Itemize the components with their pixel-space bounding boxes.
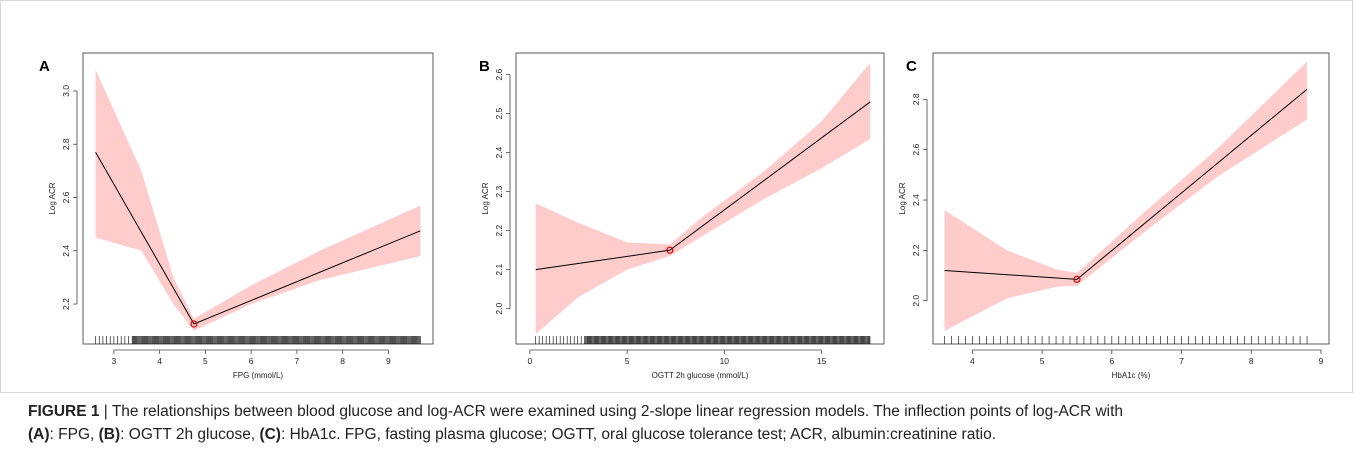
- panel-b-y-tick-label: 2.1: [494, 264, 504, 276]
- panel-c-y-tick-label: 2.6: [911, 143, 921, 155]
- panel-a-x-tick-label: 8: [340, 356, 345, 366]
- panel-c-confidence-band: [944, 61, 1308, 331]
- panel-b-x-axis-label: OGTT 2h glucose (mmol/L): [652, 371, 749, 380]
- panel-c-plot-frame: [932, 52, 1330, 345]
- panel-c-y-tick-label: 2.2: [911, 244, 921, 256]
- panel-c-y-tick-label: 2.4: [911, 194, 921, 206]
- panel-b-x-tick-label: 10: [720, 356, 730, 366]
- panel-c-chart: C 4 5 6 7 8 9 HbA1c (%) 2.0 2.2 2.4 2.6 2.8 Log ACR: [898, 52, 1330, 380]
- panel-a-letter: A: [39, 58, 50, 75]
- panel-a-y-tick-label: 2.6: [61, 191, 71, 203]
- panel-b-confidence-band: [535, 62, 871, 335]
- panel-a-chart: A 3 4 5 6 7 8 9 FPG (mmol/L) 2.2 2.4 2.6 2.8 3.0 Log A…: [39, 52, 434, 380]
- panel-c-letter: C: [906, 58, 917, 75]
- panel-c-x-tick-label: 7: [1179, 356, 1184, 366]
- panel-b-y-tick-label: 2.2: [494, 224, 504, 236]
- panel-b-letter: B: [479, 58, 490, 75]
- panel-c-x-tick-label: 9: [1319, 356, 1324, 366]
- panel-c-y-axis-label: Log ACR: [898, 182, 907, 214]
- panel-a-rug: [95, 336, 421, 344]
- panel-a-y-tick-label: 3.0: [61, 85, 71, 97]
- panel-b-y-tick-label: 2.4: [494, 146, 504, 158]
- panel-c-x-tick-label: 5: [1040, 356, 1045, 366]
- caption-text-b: : OGTT 2h glucose,: [120, 426, 260, 443]
- panel-b-y-tick-label: 2.5: [494, 107, 504, 119]
- panel-a-plot-frame: [82, 52, 434, 345]
- panel-b-y-axis-label: Log ACR: [481, 182, 490, 214]
- panel-a-y-tick-label: 2.2: [61, 298, 71, 310]
- panel-c-fit-line: [944, 88, 1308, 280]
- panel-c-x-tick-label: 8: [1249, 356, 1254, 366]
- panel-a-y-tick-label: 2.4: [61, 245, 71, 257]
- panel-b-rug: [535, 336, 871, 344]
- caption-text-a: : FPG,: [49, 426, 99, 443]
- panel-b-y-tick-label: 2.6: [494, 68, 504, 80]
- panel-b-inflection-point: [666, 246, 674, 254]
- panel-c-rug: [944, 336, 1308, 344]
- figure-caption: FIGURE 1 | The relationships between blo…: [28, 400, 1328, 446]
- panel-b-y-tick-label: 2.0: [494, 303, 504, 315]
- panel-c-x-axis-label: HbA1c (%): [1112, 371, 1151, 380]
- caption-text-c: : HbA1c. FPG, fasting plasma glucose; OG…: [280, 426, 997, 443]
- panel-b-x-tick-label: 0: [527, 356, 532, 366]
- panel-a-x-axis-label: FPG (mmol/L): [233, 371, 284, 380]
- panel-a-x-tick-label: 4: [157, 356, 162, 366]
- caption-tag-c: (C): [259, 426, 281, 443]
- panel-a-x-tick-label: 9: [386, 356, 391, 366]
- panel-a-confidence-band: [95, 69, 421, 331]
- caption-separator: |: [99, 403, 112, 420]
- panel-a-x-tick-label: 6: [249, 356, 254, 366]
- panel-b-fit-line: [535, 101, 871, 271]
- figure-plots: A 3 4 5 6 7 8 9 FPG (mmol/L) 2.2 2.4 2.6 2.8 3.0 Log A…: [39, 52, 1330, 380]
- figure-frame: A 3 4 5 6 7 8 9 FPG (mmol/L) 2.2 2.4 2.6 2.8 3.0 Log A…: [0, 0, 1353, 393]
- panel-b-chart: B 0 5 10 15 OGTT 2h glucose (mmol/L) 2.0 2.1 2.2…: [479, 52, 885, 380]
- panel-a-x-tick-label: 3: [112, 356, 117, 366]
- panel-a-y-tick-label: 2.8: [61, 138, 71, 150]
- panel-b-x-tick-label: 15: [817, 356, 827, 366]
- panel-c-y-tick-label: 2.8: [911, 93, 921, 105]
- panel-a-x-tick-label: 5: [203, 356, 208, 366]
- panel-c-x-tick-label: 4: [970, 356, 975, 366]
- panel-a-inflection-point: [190, 320, 198, 328]
- panel-a-y-axis-label: Log ACR: [48, 182, 57, 214]
- panel-c-inflection-point: [1073, 275, 1081, 283]
- caption-line1: The relationships between blood glucose …: [111, 403, 1124, 420]
- caption-figure-label: FIGURE 1: [28, 403, 100, 420]
- panel-a-x-tick-label: 7: [295, 356, 300, 366]
- panel-c-y-tick-label: 2.0: [911, 295, 921, 307]
- panel-c-x-tick-label: 6: [1109, 356, 1114, 366]
- panel-a-fit-line: [95, 151, 421, 325]
- panel-b-x-tick-label: 5: [625, 356, 630, 366]
- panel-b-y-tick-label: 2.3: [494, 185, 504, 197]
- caption-tag-b: (B): [98, 426, 121, 443]
- caption-tag-a: (A): [28, 426, 50, 443]
